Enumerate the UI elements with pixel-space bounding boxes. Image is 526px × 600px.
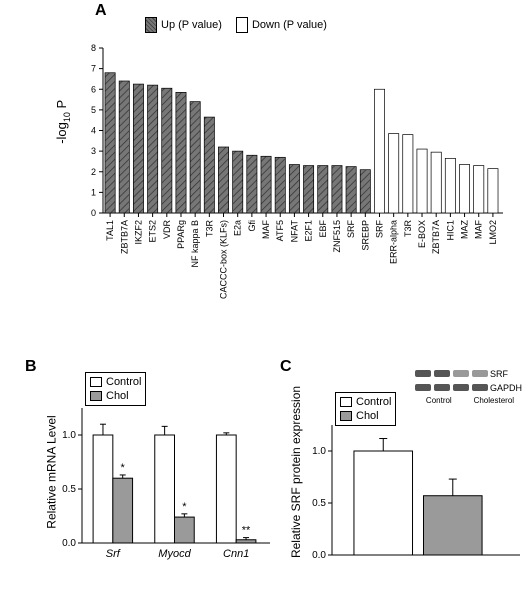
svg-text:4: 4 <box>91 126 96 136</box>
svg-text:NF kappa B: NF kappa B <box>190 220 200 268</box>
panel-a-chart: 0 1 2 3 4 5 6 7 8 TAL1 ZBTB7A IKZF2 ETS2 VDR PPARg NF k… <box>75 43 505 323</box>
legend-swatch-down <box>236 17 248 33</box>
svg-text:**: ** <box>242 525 251 537</box>
svg-text:Gfi: Gfi <box>247 220 257 232</box>
svg-text:0.5: 0.5 <box>312 498 326 509</box>
svg-text:Myocd: Myocd <box>158 548 191 560</box>
svg-text:T3R: T3R <box>204 220 214 238</box>
svg-text:E2F1: E2F1 <box>304 220 314 242</box>
svg-text:6: 6 <box>91 84 96 94</box>
svg-text:Srf: Srf <box>106 548 121 560</box>
svg-text:MAZ: MAZ <box>460 220 470 240</box>
svg-text:7: 7 <box>91 64 96 74</box>
svg-text:ZBTB7A: ZBTB7A <box>431 220 441 254</box>
svg-text:Cnn1: Cnn1 <box>223 548 249 560</box>
panel-c: Relative SRF protein expression Control … <box>300 370 525 590</box>
svg-text:IKZF2: IKZF2 <box>133 220 143 245</box>
svg-text:CACCC-box (KLFs): CACCC-box (KLFs) <box>219 220 229 299</box>
svg-text:1: 1 <box>91 187 96 197</box>
svg-text:5: 5 <box>91 105 96 115</box>
svg-text:SRF: SRF <box>374 219 384 238</box>
svg-text:1.0: 1.0 <box>312 446 326 457</box>
svg-text:0.5: 0.5 <box>62 484 76 495</box>
svg-text:8: 8 <box>91 43 96 53</box>
svg-text:3: 3 <box>91 146 96 156</box>
legend-up-text: Up (P value) <box>161 19 222 31</box>
svg-text:ERR-alpha: ERR-alpha <box>389 220 399 264</box>
svg-text:SREBP: SREBP <box>360 220 370 251</box>
svg-text:MAF: MAF <box>474 220 484 240</box>
svg-text:EBF: EBF <box>318 220 328 238</box>
svg-text:*: * <box>182 501 187 513</box>
svg-text:E-BOX: E-BOX <box>417 220 427 248</box>
svg-text:T3R: T3R <box>403 220 413 238</box>
panel-b-chart: 0.00.51.0SrfMyocdCnn1**** <box>50 370 275 565</box>
panel-b: Relative mRNA Level Control Chol 0.00.51… <box>50 370 275 590</box>
svg-text:ZBTB7A: ZBTB7A <box>119 220 129 254</box>
legend-down-text: Down (P value) <box>252 19 327 31</box>
svg-text:*: * <box>121 462 126 474</box>
svg-text:ATF5: ATF5 <box>275 220 285 241</box>
svg-text:SRF: SRF <box>346 219 356 238</box>
svg-text:ZNF515: ZNF515 <box>332 220 342 253</box>
svg-text:2: 2 <box>91 167 96 177</box>
svg-text:VDR: VDR <box>162 220 172 240</box>
svg-text:TAL1: TAL1 <box>105 220 115 241</box>
panel-c-label: C <box>280 358 292 376</box>
svg-text:1.0: 1.0 <box>62 430 76 441</box>
svg-text:0.0: 0.0 <box>62 538 76 549</box>
svg-text:PPARg: PPARg <box>176 220 186 249</box>
svg-text:LMO2: LMO2 <box>488 220 498 245</box>
panel-a-ylabel: -log10 P <box>54 100 72 144</box>
svg-text:NFAT: NFAT <box>289 220 299 243</box>
panel-a-legend: Up (P value) Down (P value) <box>145 17 327 33</box>
panel-a: Up (P value) Down (P value) -log10 P 012… <box>75 5 505 335</box>
panel-c-chart: 0.0 0.5 1.0 <box>300 370 525 565</box>
svg-text:0: 0 <box>91 208 96 218</box>
svg-text:ETS2: ETS2 <box>148 220 158 243</box>
legend-swatch-up <box>145 17 157 33</box>
panel-b-label: B <box>25 358 37 376</box>
svg-text:MAF: MAF <box>261 220 271 240</box>
svg-text:0.0: 0.0 <box>312 550 326 561</box>
svg-text:E2a: E2a <box>233 220 243 236</box>
svg-text:HIC1: HIC1 <box>445 220 455 241</box>
